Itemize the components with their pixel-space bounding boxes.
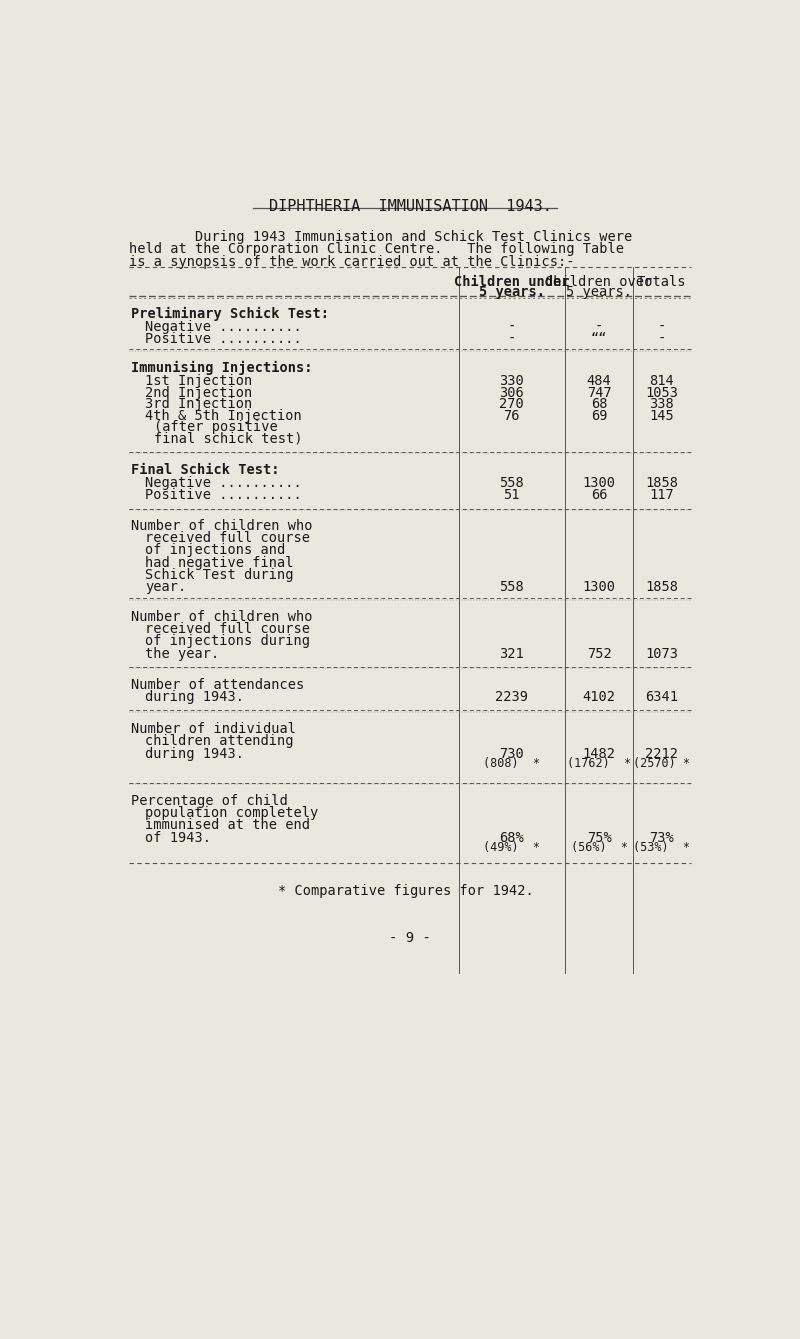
Text: 4102: 4102 [582,691,616,704]
Text: 1858: 1858 [646,477,678,490]
Text: 1053: 1053 [646,386,678,399]
Text: 76: 76 [503,408,520,423]
Text: 68%: 68% [499,830,524,845]
Text: of injections and: of injections and [145,544,285,557]
Text: 69: 69 [591,408,607,423]
Text: held at the Corporation Clinic Centre.   The following Table: held at the Corporation Clinic Centre. T… [130,242,625,256]
Text: -: - [658,332,666,345]
Text: Positive ..........: Positive .......... [145,487,302,502]
Text: 5 years.: 5 years. [478,285,545,300]
Text: 2239: 2239 [495,691,528,704]
Text: (2570) *: (2570) * [634,758,690,770]
Text: Children over: Children over [546,274,653,289]
Text: Schick Test during: Schick Test during [145,568,294,582]
Text: 5 years.: 5 years. [566,285,632,300]
Text: immunised at the end: immunised at the end [145,818,310,833]
Text: 2nd Injection: 2nd Injection [145,386,252,399]
Text: is a synopsis of the work carried out at the Clinics:-: is a synopsis of the work carried out at… [130,254,575,269]
Text: During 1943 Immunisation and Schick Test Clinics were: During 1943 Immunisation and Schick Test… [130,230,633,244]
Text: 75%: 75% [586,830,611,845]
Text: 73%: 73% [650,830,674,845]
Text: 1073: 1073 [646,647,678,660]
Text: Final Schick Test:: Final Schick Test: [131,463,279,477]
Text: -: - [507,332,516,345]
Text: during 1943.: during 1943. [145,747,244,761]
Text: Negative ..........: Negative .......... [145,320,302,333]
Text: Percentage of child: Percentage of child [131,794,288,807]
Text: Children under: Children under [454,274,570,289]
Text: of injections during: of injections during [145,635,310,648]
Text: * Comparative figures for 1942.: * Comparative figures for 1942. [278,885,534,898]
Text: Number of children who: Number of children who [131,609,313,624]
Text: (808)  *: (808) * [483,758,540,770]
Text: 270: 270 [499,398,524,411]
Text: 321: 321 [499,647,524,660]
Text: 484: 484 [586,374,611,388]
Text: DIPHTHERIA  IMMUNISATION  1943.: DIPHTHERIA IMMUNISATION 1943. [269,200,551,214]
Text: 1300: 1300 [582,477,616,490]
Text: -: - [658,320,666,333]
Text: 117: 117 [650,487,674,502]
Text: Preliminary Schick Test:: Preliminary Schick Test: [131,307,329,321]
Text: 306: 306 [499,386,524,399]
Text: 752: 752 [586,647,611,660]
Text: 68: 68 [591,398,607,411]
Text: 6341: 6341 [646,691,678,704]
Text: 330: 330 [499,374,524,388]
Text: 747: 747 [586,386,611,399]
Text: 1858: 1858 [646,580,678,595]
Text: during 1943.: during 1943. [145,691,244,704]
Text: 1st Injection: 1st Injection [145,374,252,388]
Text: 2212: 2212 [646,747,678,761]
Text: 51: 51 [503,487,520,502]
Text: (56%)  *: (56%) * [570,841,628,854]
Text: Positive ..........: Positive .......... [145,332,302,345]
Text: 145: 145 [650,408,674,423]
Text: 814: 814 [650,374,674,388]
Text: 558: 558 [499,580,524,595]
Text: 3rd Injection: 3rd Injection [145,398,252,411]
Text: -: - [595,320,603,333]
Text: Immunising Injections:: Immunising Injections: [131,362,313,375]
Text: (after positive: (after positive [154,420,278,434]
Text: (49%)  *: (49%) * [483,841,540,854]
Text: Number of attendances: Number of attendances [131,678,304,692]
Text: -: - [507,320,516,333]
Text: 66: 66 [591,487,607,502]
Text: children attending: children attending [145,734,294,749]
Text: received full course: received full course [145,532,310,545]
Text: Negative ..........: Negative .......... [145,477,302,490]
Text: population completely: population completely [145,806,318,819]
Text: 558: 558 [499,477,524,490]
Text: - 9 -: - 9 - [389,931,431,945]
Text: (1762)  *: (1762) * [567,758,631,770]
Text: year.: year. [145,580,186,595]
Text: Number of individual: Number of individual [131,722,296,736]
Text: 338: 338 [650,398,674,411]
Text: 4th & 5th Injection: 4th & 5th Injection [145,408,302,423]
Text: 730: 730 [499,747,524,761]
Text: ““: ““ [591,332,607,345]
Text: received full course: received full course [145,621,310,636]
Text: of 1943.: of 1943. [145,830,211,845]
Text: 1300: 1300 [582,580,616,595]
Text: (53%)  *: (53%) * [634,841,690,854]
Text: Number of children who: Number of children who [131,518,313,533]
Text: 1482: 1482 [582,747,616,761]
Text: final schick test): final schick test) [154,431,302,446]
Text: had negative final: had negative final [145,556,294,569]
Text: the year.: the year. [145,647,219,660]
Text: Totals: Totals [637,274,686,289]
